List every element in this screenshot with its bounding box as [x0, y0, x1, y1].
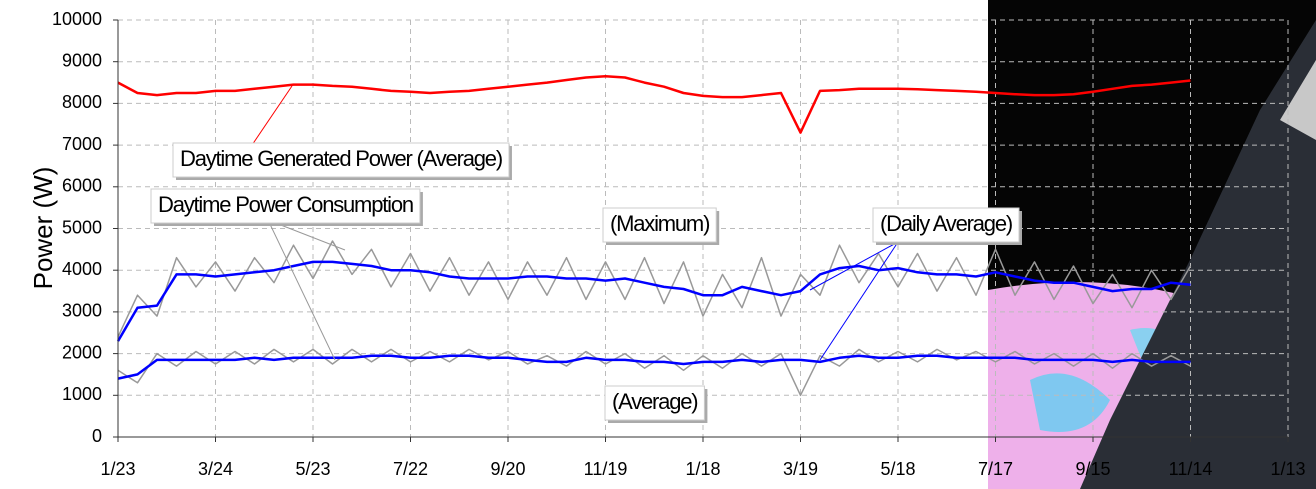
- annotation-box: [872, 207, 1020, 243]
- annotation-box: [604, 385, 705, 421]
- annotations: Daytime Generated Power (Average) Daytime…: [150, 142, 1022, 423]
- y-tick-label: 9000: [62, 50, 102, 70]
- leader-line: [249, 85, 293, 149]
- x-tick-label: 9/20: [490, 459, 525, 479]
- background-image: [988, 0, 1316, 489]
- x-tick-label: 1/18: [685, 459, 720, 479]
- annotation-box: [602, 207, 717, 243]
- annotation-text: (Average): [612, 389, 697, 414]
- y-tick-label: 0: [92, 426, 102, 446]
- y-tick-label: 10000: [52, 9, 102, 29]
- annotation-text: (Maximum): [610, 211, 709, 236]
- y-axis-label: Power (W): [28, 167, 58, 290]
- series-line: [117, 240, 1192, 338]
- earth-sea: [1030, 373, 1110, 432]
- x-tick-label: 1/23: [100, 459, 135, 479]
- annotation: (Average): [604, 385, 708, 423]
- y-tick-label: 4000: [62, 259, 102, 279]
- leader-line: [267, 219, 336, 361]
- annotation-text: (Daily Average): [880, 211, 1012, 236]
- y-tick-label: 7000: [62, 134, 102, 154]
- panel-edge: [1280, 60, 1316, 140]
- annotation: (Maximum): [602, 207, 720, 245]
- y-tick-label: 1000: [62, 384, 102, 404]
- leader-line: [809, 241, 899, 291]
- plot: [116, 75, 1192, 397]
- x-tick-label: 11/19: [584, 459, 628, 479]
- x-tick-label: 7/17: [978, 459, 1013, 479]
- annotation-text: Daytime Power Consumption: [158, 192, 413, 217]
- y-tick-label: 2000: [62, 342, 102, 362]
- x-tick-label: 5/18: [880, 459, 915, 479]
- x-tick-label: 3/24: [198, 459, 233, 479]
- x-tick-label: 3/19: [783, 459, 818, 479]
- series-line: [116, 260, 1191, 342]
- x-tick-label: 7/22: [393, 459, 428, 479]
- series-line: [117, 354, 1191, 380]
- x-tick-label: 5/23: [295, 459, 330, 479]
- annotation: Daytime Power Consumption: [150, 188, 423, 226]
- annotation: Daytime Generated Power (Average): [172, 142, 512, 180]
- x-tick-label: 11/14: [1169, 459, 1213, 479]
- y-tick-label: 8000: [62, 92, 102, 112]
- y-tick-label: 5000: [62, 217, 102, 237]
- x-tick-label: 1/13: [1270, 459, 1305, 479]
- solar-panel: [1080, 20, 1316, 489]
- annotation-text: Daytime Generated Power (Average): [180, 146, 502, 171]
- annotation-box: [150, 188, 421, 224]
- y-tick-label: 3000: [62, 301, 102, 321]
- series-line: [117, 75, 1191, 134]
- annotation: (Daily Average): [872, 207, 1022, 245]
- x-tick-label: 9/15: [1075, 459, 1110, 479]
- y-tick-label: 6000: [62, 176, 102, 196]
- leader-line: [819, 241, 899, 361]
- annotation-box: [172, 142, 510, 178]
